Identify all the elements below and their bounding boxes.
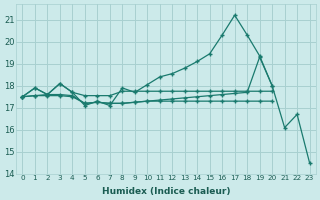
X-axis label: Humidex (Indice chaleur): Humidex (Indice chaleur) [102, 187, 230, 196]
